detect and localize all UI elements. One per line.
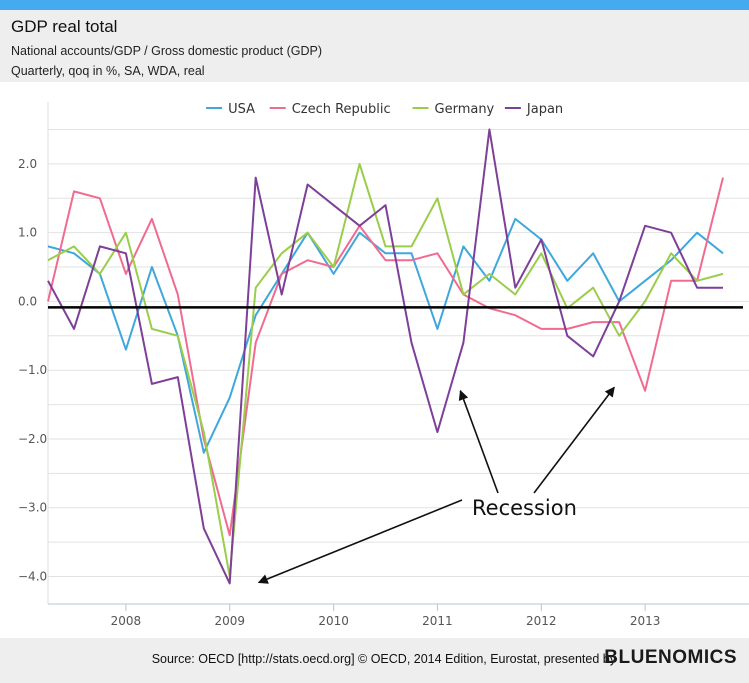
x-axis: 2008 2009 2010 2011 2012 2013 [48,603,749,628]
grid-lines [47,102,749,604]
footer: Source: OECD [http://stats.oecd.org] © O… [0,638,749,683]
x-tick-label: 2013 [630,614,661,628]
x-tick-label: 2008 [111,614,142,628]
recession-annotation: Recession [257,386,615,584]
y-tick-label: −1.0 [18,363,47,377]
x-tick-label: 2009 [214,614,245,628]
series-line [47,128,723,585]
legend-item[interactable]: Germany [412,102,495,117]
chart-subtitle-units: Quarterly, qoq in %, SA, WDA, real [11,64,205,78]
legend[interactable]: USA Czech Republic Germany Japan [206,102,563,117]
y-tick-label: 0.0 [18,294,37,308]
source-note: Source: OECD [http://stats.oecd.org] © O… [151,652,616,666]
x-tick-label: 2011 [422,614,453,628]
legend-label: USA [228,102,255,117]
series-line [47,177,724,537]
series-lines [47,128,724,585]
legend-item[interactable]: USA [206,102,255,117]
legend-item[interactable]: Czech Republic [269,102,391,117]
annotation-label: Recession [472,496,577,520]
y-tick-label: −4.0 [18,569,47,583]
chart-title: GDP real total [11,17,118,36]
chart-area: 2.0 1.0 0.0 −1.0 −2.0 −3.0 −4.0 2008 2009 2010 20… [0,82,749,638]
series-line [47,217,724,454]
y-tick-label: −3.0 [18,501,47,515]
legend-label: Japan [526,102,563,117]
legend-item[interactable]: Japan [504,102,563,117]
y-tick-label: 1.0 [18,226,37,240]
annotation-arrow [458,389,499,494]
y-axis: 2.0 1.0 0.0 −1.0 −2.0 −3.0 −4.0 [18,157,47,584]
y-tick-label: −2.0 [18,432,47,446]
brand-logo: BLUENOMICS [604,647,737,668]
chart-subtitle: National accounts/GDP / Gross domestic p… [11,44,322,58]
line-chart: 2.01.00.0−1.0−2.0−3.0−4.0 2008 2009 2010 20… [18,102,749,628]
chart-header: GDP real total National accounts/GDP / G… [0,10,749,82]
top-accent-bar [0,0,749,10]
legend-label: Czech Republic [292,102,391,117]
annotation-arrow [257,499,463,584]
y-tick-label: 2.0 [18,157,37,171]
annotation-arrow [533,386,615,494]
x-tick-label: 2012 [526,614,557,628]
x-tick-label: 2010 [318,614,349,628]
legend-label: Germany [435,102,495,117]
